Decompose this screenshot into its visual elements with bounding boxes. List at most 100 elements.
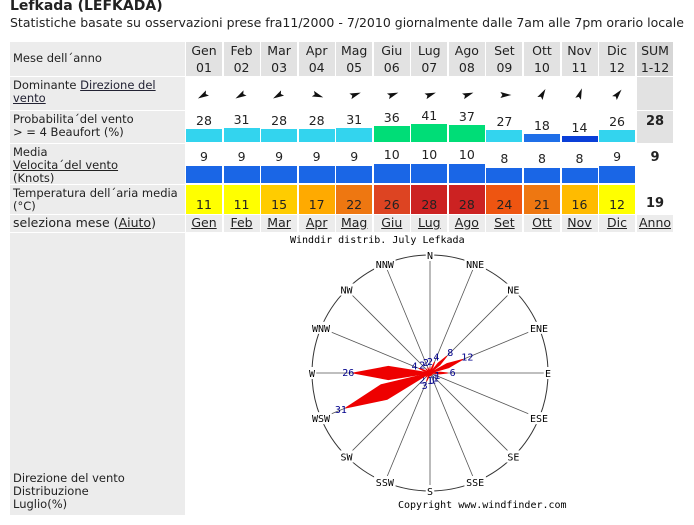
rose-value: 2: [419, 360, 425, 371]
month-link[interactable]: Ott: [523, 215, 560, 232]
temperature-cell: 28: [448, 185, 485, 214]
speed-value: 10: [383, 147, 400, 162]
month-name: Dic: [607, 43, 628, 58]
direction-label-bg: [464, 476, 486, 489]
rose-value: 31: [335, 405, 347, 416]
speed-value: 9: [200, 148, 208, 164]
month-header: Giu 06: [373, 42, 410, 76]
speed-bar: [599, 165, 636, 183]
month-number: 11: [571, 60, 588, 75]
temperature-value: 16: [571, 197, 588, 212]
direction-arrow: [386, 92, 399, 100]
probability-label-line: > = 4 Beaufort (%): [13, 125, 124, 139]
rose-spoke: [320, 327, 431, 374]
month-number: 01: [196, 60, 212, 75]
month-number: 02: [233, 60, 250, 75]
direction-label: WNW: [312, 324, 331, 335]
temperature-cell: 17: [298, 185, 335, 214]
month-link[interactable]: Anno: [637, 215, 673, 232]
rose-petal: [427, 367, 431, 374]
temperature-label-line: (°C): [13, 199, 36, 213]
rose-spoke: [384, 263, 431, 374]
probability-bar: [448, 125, 485, 142]
month-number: 07: [421, 60, 438, 75]
month-link[interactable]: Apr: [298, 215, 335, 232]
probability-bar: [223, 128, 260, 142]
month-link[interactable]: Nov: [561, 215, 598, 232]
direction-label: SE: [507, 452, 519, 463]
month-number: 10: [533, 60, 550, 75]
rose-value: 1: [427, 376, 433, 387]
month-number: 09: [496, 60, 513, 75]
month-link[interactable]: Set: [486, 215, 523, 232]
direction-arrow: [311, 90, 324, 98]
direction-label: Dominante Direzione del vento: [10, 77, 185, 110]
month-header: Ago 08: [448, 42, 485, 76]
rose-spoke: [346, 372, 431, 457]
month-link[interactable]: Feb: [223, 215, 260, 232]
month-number: 06: [383, 60, 400, 75]
probability-bar: [411, 123, 448, 142]
rose-value: 1: [434, 371, 440, 382]
temperature-cell: 22: [336, 185, 373, 214]
month-link[interactable]: Ago: [448, 215, 485, 232]
month-number: 08: [458, 60, 475, 75]
month-header: Gen 01: [186, 42, 222, 76]
direction-label: N: [427, 251, 433, 262]
rose-petal: [345, 372, 431, 409]
temperature-cell: 28: [411, 185, 448, 214]
month-number: 05: [346, 60, 363, 75]
direction-arrow: [537, 88, 546, 100]
rose-circle: [311, 254, 549, 492]
direction-label-bg: [310, 321, 332, 334]
month-name: Mar: [267, 43, 291, 58]
month-link[interactable]: Giu: [373, 215, 410, 232]
rose-label-line: Direzione del vento: [13, 471, 125, 485]
temperature-cell: 15: [261, 185, 298, 214]
probability-bar: [373, 125, 410, 142]
probability-value: 18: [533, 117, 550, 133]
speed-value: 10: [458, 147, 475, 162]
direction-label-bg: [505, 283, 521, 296]
month-name: Nov: [567, 43, 592, 58]
probability-value: 28: [308, 113, 325, 129]
direction-arrow: [349, 92, 361, 100]
rose-title: Winddir distrib. July Lefkada: [290, 235, 465, 246]
month-header: Nov 11: [561, 42, 598, 76]
direction-arrow: [197, 90, 209, 99]
speed-bar: [486, 167, 523, 183]
month-link[interactable]: Lug: [411, 215, 448, 232]
rose-petal: [429, 355, 448, 374]
temperature-value: 15: [271, 197, 288, 212]
probability-value: 26: [609, 114, 625, 130]
temperature-value: 12: [609, 197, 625, 212]
direction-arrow: [612, 89, 622, 100]
speed-value: 9: [350, 148, 359, 164]
direction-arrow: [235, 90, 247, 99]
direction-label: NNE: [466, 260, 484, 271]
direction-label-bg: [307, 367, 317, 379]
direction-link[interactable]: Direzione del vento: [13, 78, 156, 105]
direction-label: SSW: [376, 478, 395, 489]
rose-spoke: [320, 372, 431, 419]
rose-petal: [429, 372, 433, 376]
speed-link[interactable]: Velocita´del vento: [13, 158, 119, 172]
probability-value: 41: [421, 107, 438, 123]
month-link[interactable]: Mag: [336, 215, 373, 232]
direction-label-bg: [374, 476, 396, 489]
speed-value: 9: [237, 148, 246, 164]
month-link[interactable]: Mar: [261, 215, 298, 232]
month-name: Ago: [454, 43, 479, 58]
speed-value: 10: [421, 147, 438, 162]
direction-arrow: [575, 88, 582, 100]
rose-value: 3: [422, 381, 428, 392]
temperature-value: 26: [383, 197, 400, 212]
rose-label: Direzione del vento Distribuzione Luglio(%…: [10, 233, 185, 515]
speed-value: 9: [613, 148, 622, 164]
rose-value: 2: [423, 358, 429, 369]
month-link[interactable]: Gen: [186, 215, 222, 232]
help-link[interactable]: Aiuto: [118, 215, 152, 230]
direction-label: W: [309, 369, 316, 380]
month-link[interactable]: Dic: [599, 215, 636, 232]
